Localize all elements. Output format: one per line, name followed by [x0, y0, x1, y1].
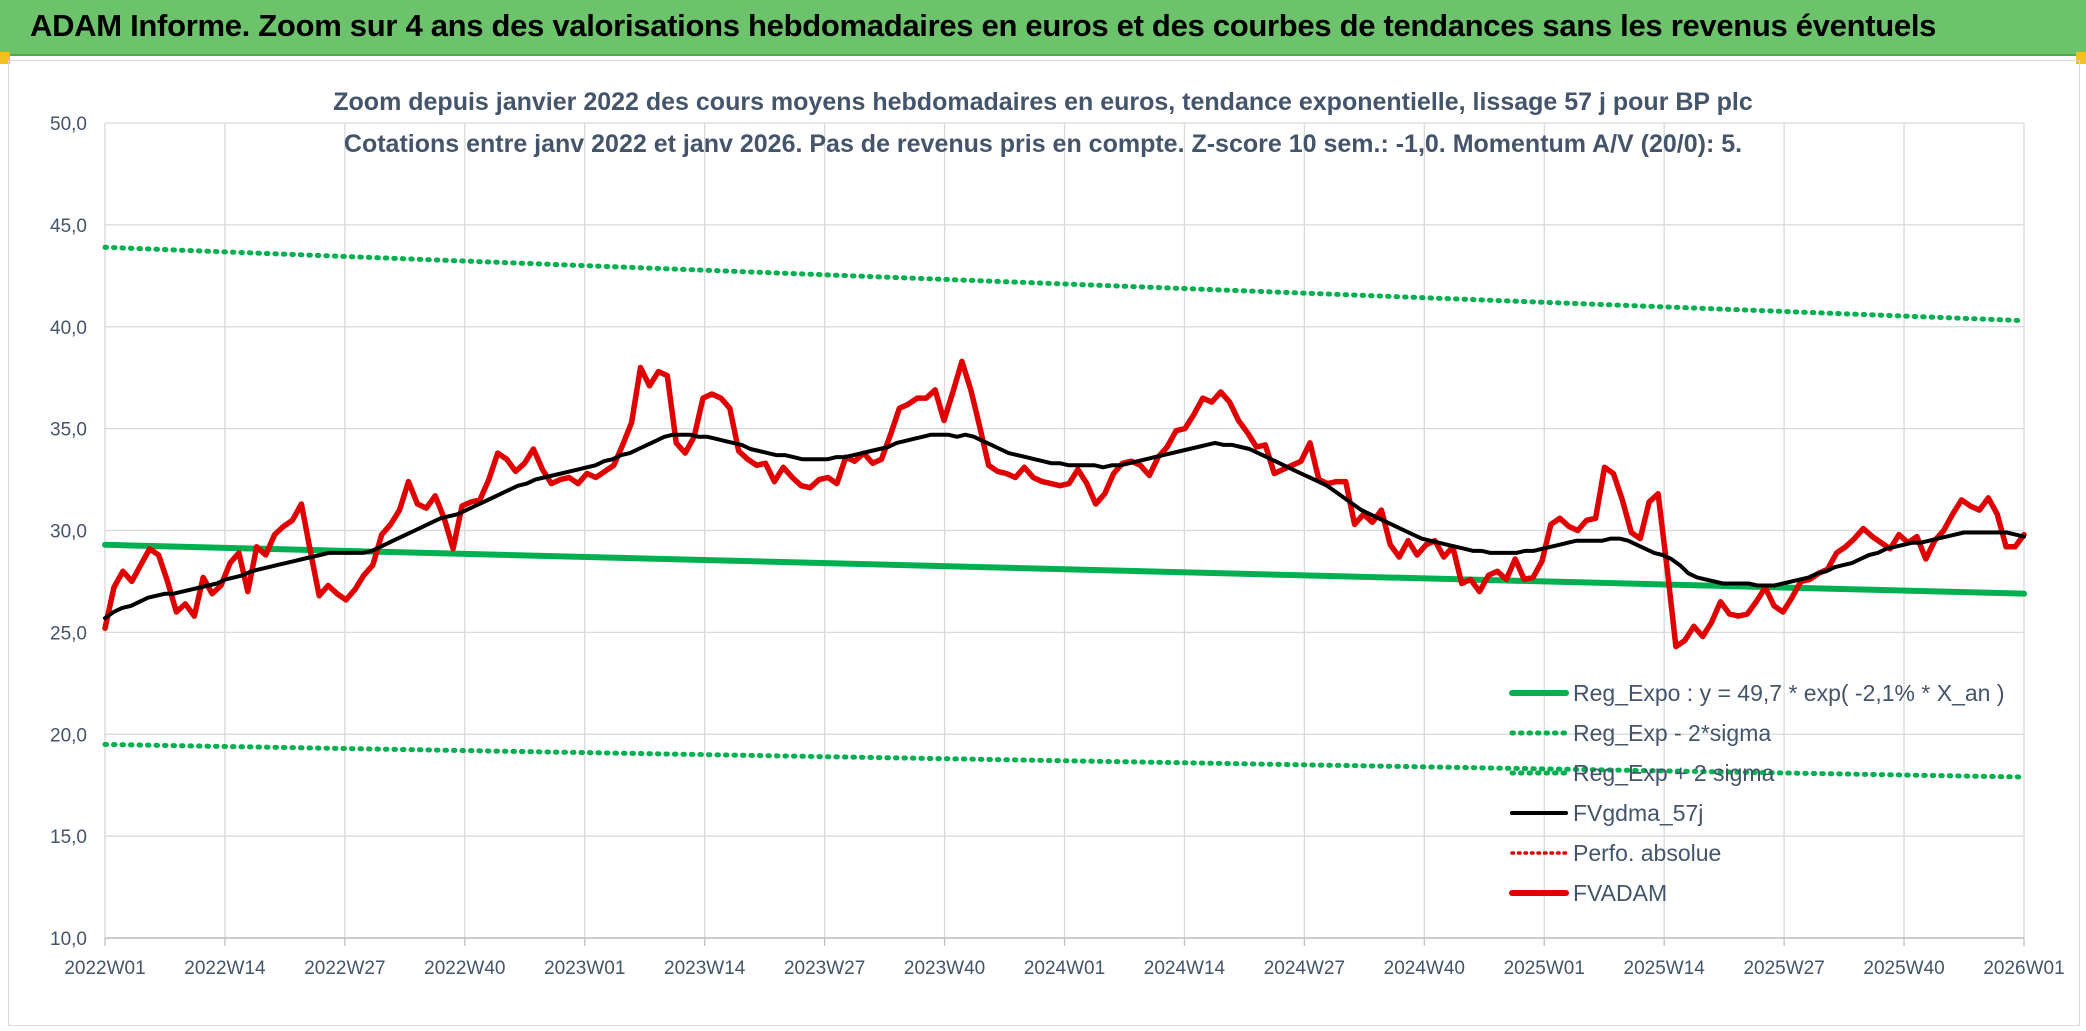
x-tick-label: 2026W01	[1983, 958, 2064, 979]
x-tick-label: 2022W01	[64, 958, 145, 979]
x-tick-label: 2025W01	[1504, 958, 1585, 979]
x-tick-label: 2022W27	[304, 958, 385, 979]
y-tick-label: 15,0	[50, 827, 87, 848]
x-tick-label: 2025W27	[1743, 958, 1824, 979]
legend-label: Perfo. absolue	[1573, 840, 1721, 866]
legend: Reg_Expo : y = 49,7 * exp( -2,1% * X_an …	[1509, 680, 2005, 906]
legend-label: FVgdma_57j	[1573, 800, 1703, 826]
y-tick-label: 40,0	[50, 318, 87, 339]
x-tick-label: 2024W01	[1024, 958, 1105, 979]
x-tick-label: 2022W14	[184, 958, 266, 979]
y-tick-label: 45,0	[50, 216, 87, 237]
grid-layer	[104, 122, 2025, 939]
y-tick-label: 35,0	[50, 420, 87, 441]
axis-layer: 10,0 15,0 20,0 25,0 30,0 35,0 40,0 45,0 50,0 2022…	[50, 114, 2065, 979]
legend-label: Reg_Exp + 2 sigma	[1573, 760, 1775, 786]
chart-title: Zoom depuis janvier 2022 des cours moyen…	[333, 88, 1753, 116]
x-tick-label: 2025W40	[1863, 958, 1944, 979]
y-tick-label: 30,0	[50, 522, 87, 543]
header-bar: ADAM Informe. Zoom sur 4 ans des valoris…	[0, 0, 2086, 56]
y-tick-label: 25,0	[50, 623, 87, 644]
legend-label: FVADAM	[1573, 880, 1667, 906]
reg-expo-line	[102, 541, 2027, 597]
x-tick-label: 2022W40	[424, 958, 505, 979]
page-title: ADAM Informe. Zoom sur 4 ans des valoris…	[30, 8, 1937, 43]
reg-exp-minus-2sigma-line	[102, 741, 2027, 780]
x-tick-label: 2023W14	[664, 958, 746, 979]
chart-subtitle: Cotations entre janv 2022 et janv 2026. …	[344, 130, 1742, 158]
fvgdma-line	[103, 432, 2026, 621]
x-tick-label: 2024W40	[1384, 958, 1465, 979]
corner-accent-left	[0, 52, 10, 64]
series-layer	[102, 244, 2027, 780]
chart-frame	[8, 60, 2080, 1026]
reg-exp-plus-2sigma-line	[102, 244, 2027, 324]
y-tick-label: 20,0	[50, 725, 87, 746]
y-tick-label: 10,0	[50, 929, 87, 950]
legend-label: Reg_Expo : y = 49,7 * exp( -2,1% * X_an …	[1573, 680, 2005, 706]
corner-accent-right	[2076, 52, 2086, 64]
x-tick-label: 2024W27	[1264, 958, 1345, 979]
x-tick-label: 2023W01	[544, 958, 625, 979]
x-tick-label: 2023W40	[904, 958, 985, 979]
legend-label: Reg_Exp - 2*sigma	[1573, 720, 1771, 746]
x-tick-label: 2023W27	[784, 958, 865, 979]
fvadam-line	[102, 358, 2027, 650]
x-tick-label: 2024W14	[1144, 958, 1226, 979]
y-tick-label: 50,0	[50, 114, 87, 135]
x-tick-label: 2025W14	[1624, 958, 1706, 979]
